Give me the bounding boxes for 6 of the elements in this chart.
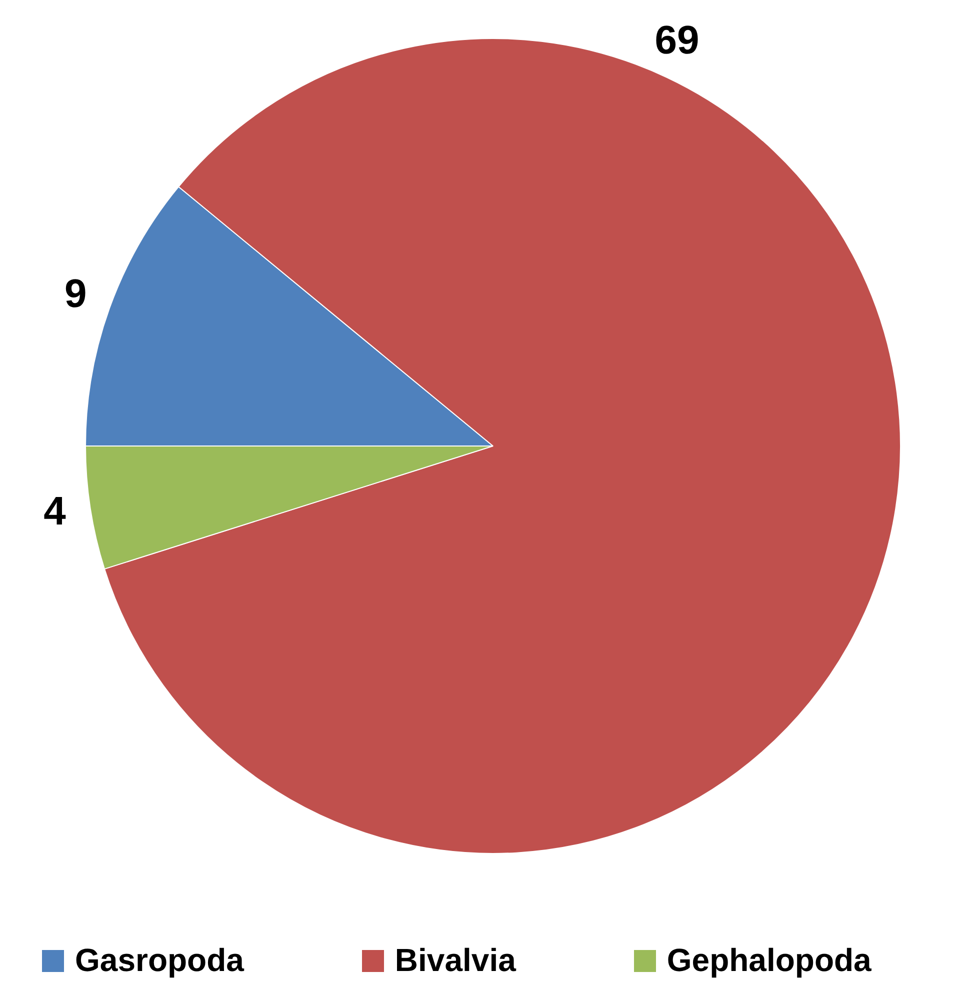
data-label: 9 [64, 272, 87, 316]
data-label: 4 [44, 490, 67, 534]
data-label: 69 [654, 18, 700, 63]
legend-label: Gephalopoda [666, 942, 872, 979]
slice-label: Bivalvia [394, 942, 516, 979]
legend-label: Gasropoda [75, 942, 244, 979]
